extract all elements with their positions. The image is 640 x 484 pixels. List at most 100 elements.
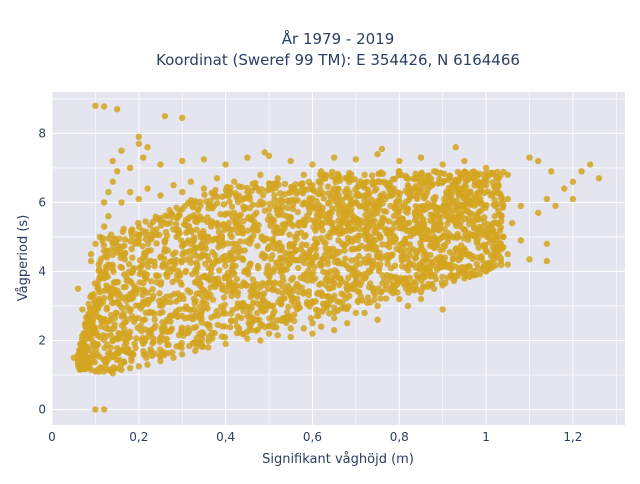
- data-point: [352, 156, 360, 163]
- data-point: [517, 202, 525, 210]
- data-point: [148, 278, 155, 285]
- data-point: [110, 268, 117, 275]
- data-point: [198, 329, 206, 336]
- data-point: [144, 289, 151, 296]
- data-point: [227, 249, 234, 257]
- data-point: [109, 157, 116, 165]
- data-point: [318, 173, 325, 180]
- data-point: [359, 297, 366, 304]
- data-point: [461, 250, 468, 258]
- data-point: [379, 272, 386, 279]
- y-tick-label: 8: [38, 126, 46, 140]
- data-point: [266, 278, 274, 286]
- data-point: [266, 180, 273, 188]
- data-point: [142, 351, 150, 358]
- data-point: [124, 316, 132, 323]
- data-point: [469, 175, 477, 182]
- data-point: [386, 180, 393, 188]
- data-point: [363, 236, 370, 243]
- data-point: [252, 179, 259, 187]
- data-point: [113, 106, 121, 113]
- data-point: [587, 161, 594, 168]
- data-point: [130, 318, 138, 325]
- data-point: [120, 225, 127, 232]
- data-point: [498, 213, 505, 220]
- data-point: [439, 257, 446, 265]
- data-point: [463, 170, 471, 177]
- data-point: [429, 180, 436, 187]
- data-point: [152, 322, 159, 329]
- data-point: [204, 218, 211, 226]
- data-point: [306, 195, 313, 202]
- data-point: [178, 257, 185, 264]
- data-point: [284, 288, 291, 295]
- data-point: [290, 287, 297, 295]
- data-point: [389, 225, 397, 232]
- data-point: [240, 307, 247, 315]
- data-point: [504, 261, 511, 268]
- data-point: [300, 199, 308, 207]
- data-point: [396, 157, 403, 165]
- data-point: [70, 354, 77, 361]
- data-point: [270, 324, 277, 331]
- data-point: [331, 197, 339, 205]
- data-point: [417, 226, 425, 234]
- data-point: [179, 114, 186, 122]
- data-point: [80, 357, 88, 365]
- data-point: [352, 309, 360, 317]
- data-point: [495, 207, 502, 215]
- data-point: [111, 279, 118, 286]
- data-point: [103, 332, 110, 340]
- data-point: [285, 303, 292, 311]
- data-point: [321, 251, 329, 259]
- data-point: [435, 227, 443, 234]
- data-point: [136, 286, 143, 293]
- data-point: [454, 230, 461, 238]
- data-point: [322, 282, 330, 289]
- data-point: [89, 308, 97, 315]
- data-point: [287, 325, 294, 332]
- data-point: [321, 219, 329, 226]
- data-point: [139, 243, 146, 250]
- data-point: [329, 219, 336, 227]
- data-point: [283, 213, 290, 220]
- data-point: [374, 302, 381, 310]
- data-point: [504, 250, 511, 258]
- data-point: [307, 271, 315, 278]
- data-point: [495, 220, 502, 228]
- x-tick-label: 0,8: [390, 430, 409, 444]
- data-point: [328, 173, 336, 180]
- y-tick-label: 6: [38, 195, 46, 209]
- data-point: [100, 315, 108, 323]
- data-point: [441, 243, 449, 250]
- data-point: [439, 273, 446, 280]
- data-point: [218, 333, 226, 340]
- data-point: [118, 243, 125, 251]
- data-point: [371, 187, 379, 194]
- data-point: [491, 213, 498, 220]
- data-point: [299, 189, 307, 197]
- data-point: [404, 181, 412, 189]
- data-point: [193, 218, 201, 226]
- data-point: [254, 326, 262, 333]
- data-point: [187, 254, 195, 261]
- chart-title-line-1: År 1979 - 2019: [282, 29, 395, 48]
- data-point: [252, 316, 259, 323]
- data-point: [87, 316, 95, 323]
- data-point: [343, 305, 351, 313]
- data-point: [334, 257, 341, 264]
- data-point: [258, 321, 266, 328]
- data-point: [203, 198, 210, 205]
- data-point: [500, 244, 507, 251]
- data-point: [481, 175, 488, 182]
- data-point: [442, 212, 450, 219]
- data-point: [392, 273, 399, 281]
- data-point: [94, 282, 102, 289]
- data-point: [394, 189, 402, 196]
- data-point: [292, 256, 300, 264]
- data-point: [169, 226, 177, 233]
- data-point: [142, 326, 149, 333]
- data-point: [193, 226, 200, 233]
- data-point: [348, 257, 355, 264]
- data-point: [220, 284, 227, 292]
